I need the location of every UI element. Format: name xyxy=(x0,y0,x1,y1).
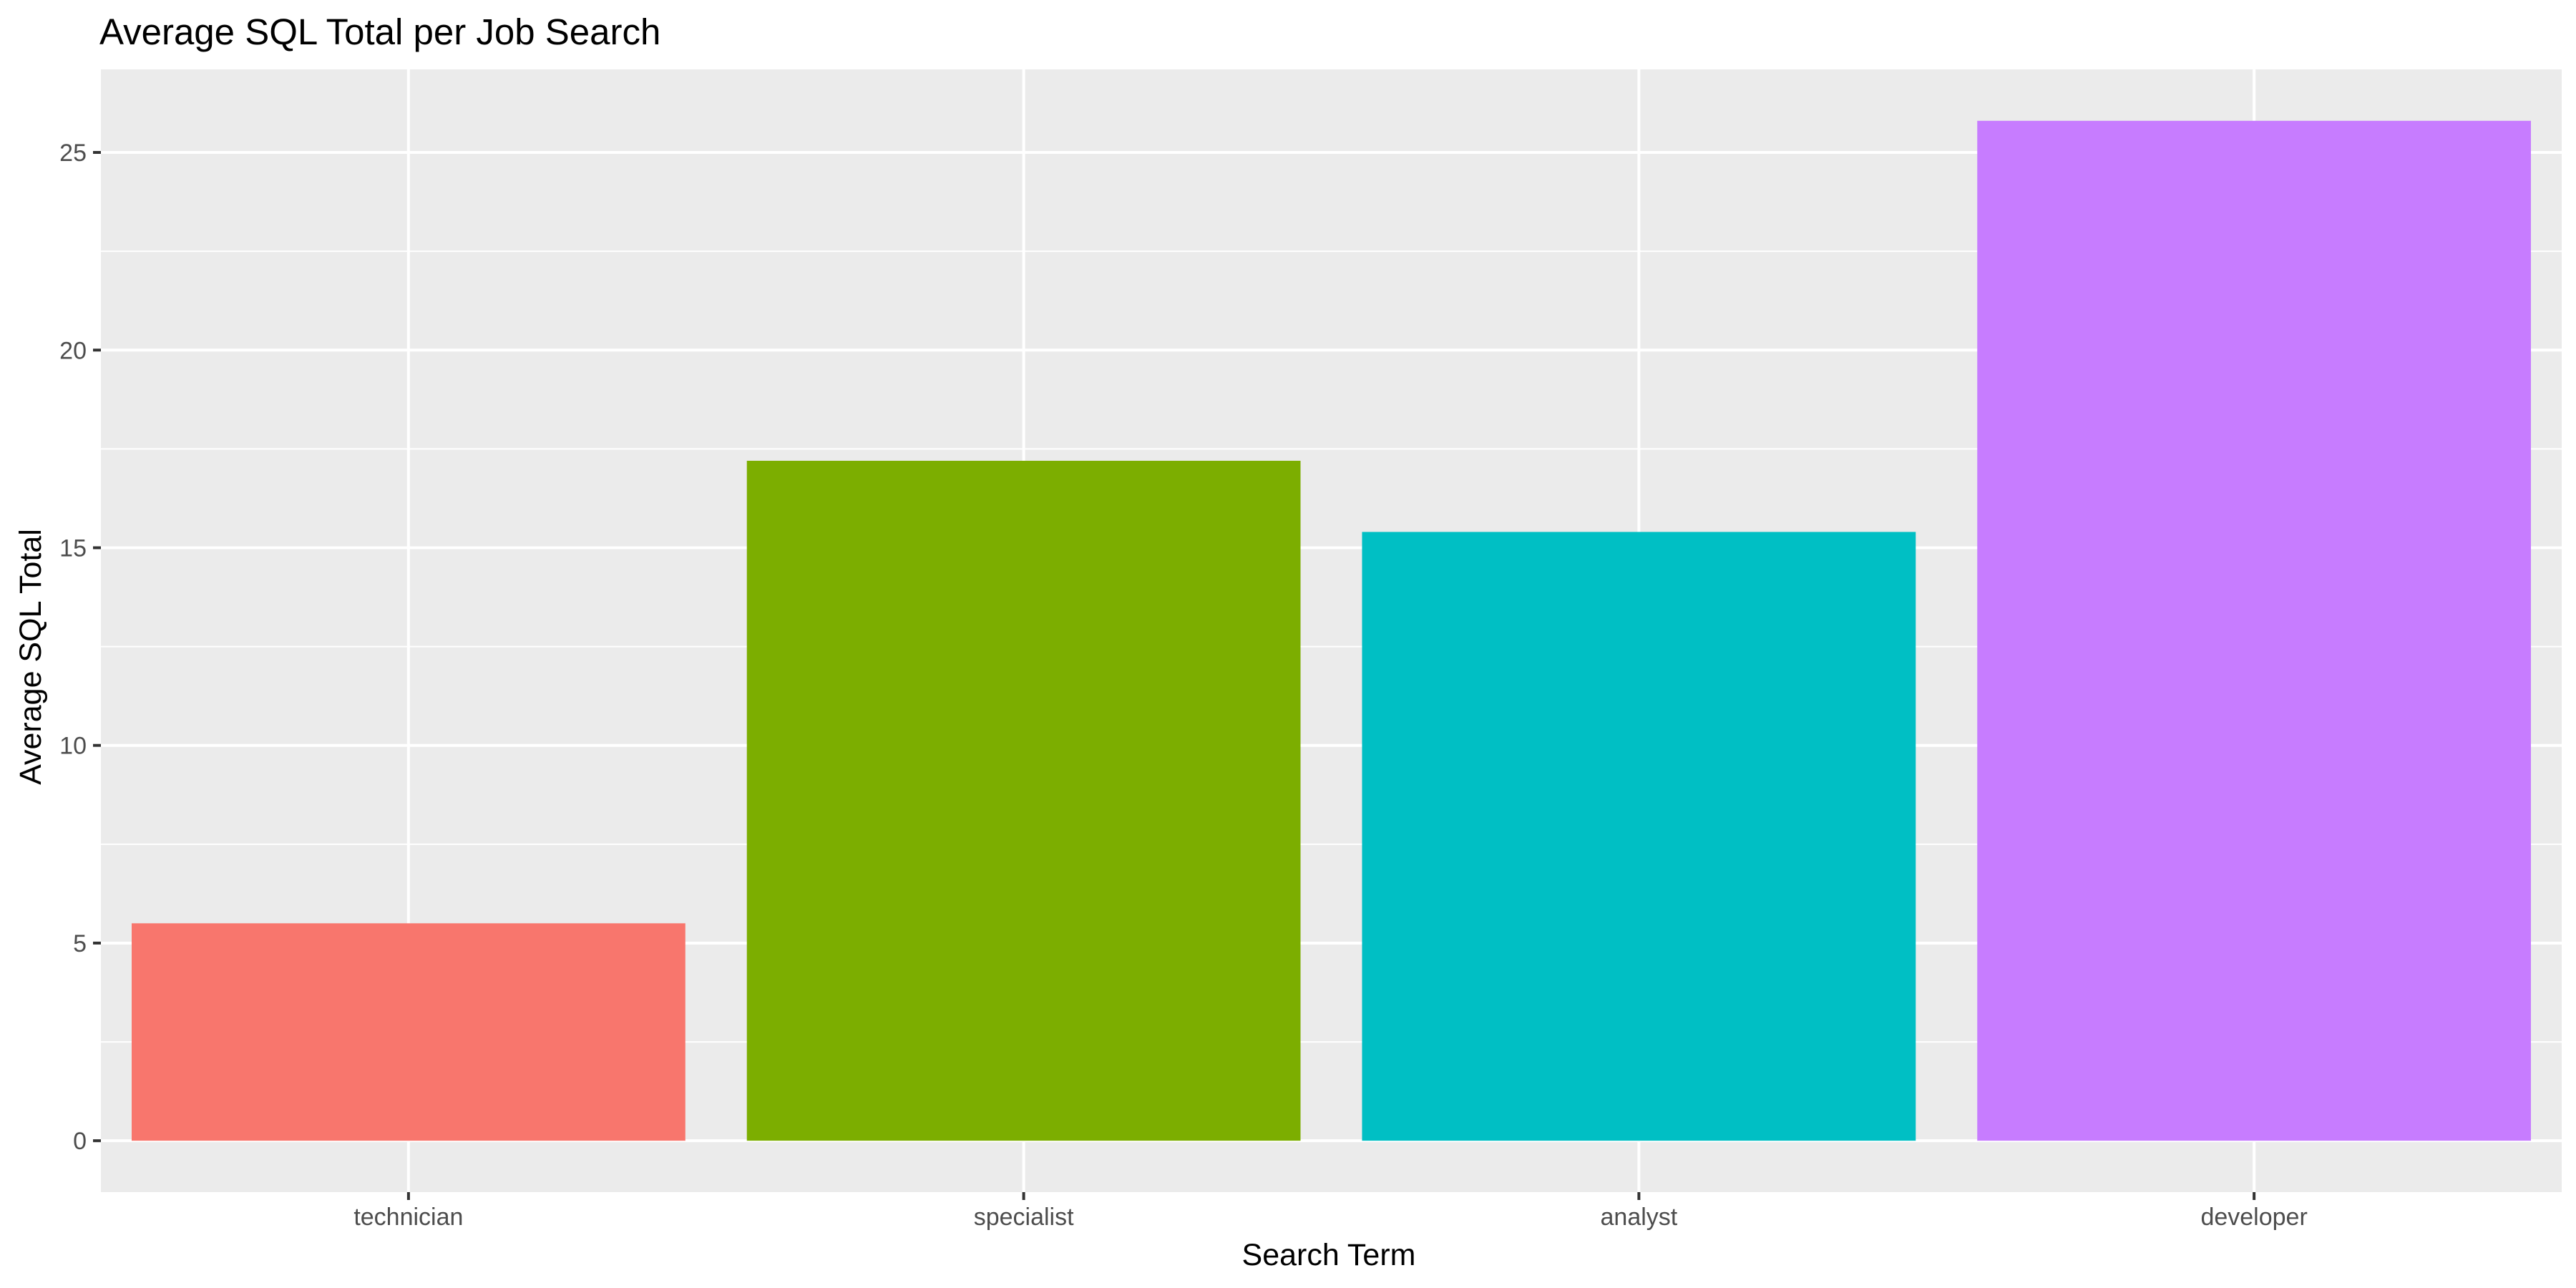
y-axis: 0 5 10 15 20 25 xyxy=(59,140,101,1155)
chart-title: Average SQL Total per Job Search xyxy=(99,11,660,52)
bar-developer xyxy=(1977,120,2532,1141)
bar-analyst xyxy=(1362,532,1916,1141)
y-tick-label: 10 xyxy=(59,733,87,760)
x-tick-label: specialist xyxy=(974,1204,1074,1231)
y-tick-label: 15 xyxy=(59,535,87,562)
x-tick-label: technician xyxy=(353,1204,463,1231)
y-tick-label: 0 xyxy=(73,1128,87,1155)
y-axis-title: Average SQL Total xyxy=(14,529,48,785)
x-tick-label: developer xyxy=(2200,1204,2307,1231)
y-tick-label: 5 xyxy=(73,930,87,957)
x-tick-label: analyst xyxy=(1601,1204,1678,1231)
y-tick-label: 25 xyxy=(59,140,87,167)
x-axis-title: Search Term xyxy=(1242,1238,1416,1272)
bars-group xyxy=(131,120,2532,1141)
bar-technician xyxy=(131,923,686,1141)
y-tick-label: 20 xyxy=(59,337,87,364)
bar-specialist xyxy=(746,460,1301,1141)
x-axis: technician specialist analyst developer xyxy=(353,1192,2308,1231)
